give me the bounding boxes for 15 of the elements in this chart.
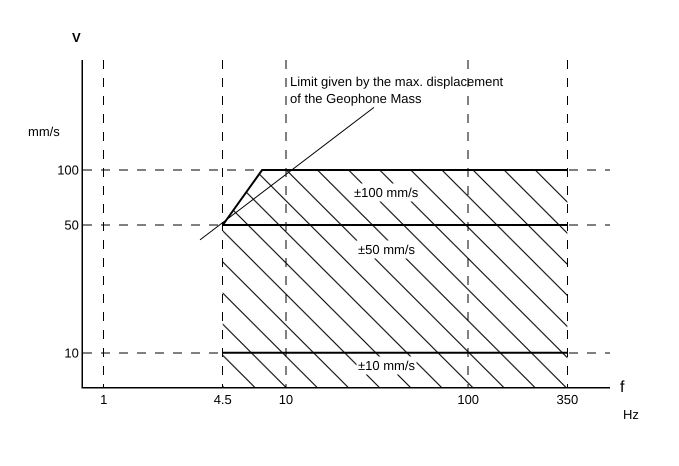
x-tick-label: 4.5 [214,392,232,408]
annotation: ±100 mm/s [354,185,419,200]
y-tick-label: 10 [64,345,79,360]
x-tick-label: 1 [100,392,108,408]
x-tick-label: 350 [556,392,578,408]
text: Hz [623,407,639,422]
x-tick-label: 10 [278,392,294,408]
annotation: ±50 mm/s [358,242,416,257]
text: mm/s [28,124,60,139]
y-tick-label: 100 [57,162,79,178]
y-tick-label: 50 [64,218,79,233]
x-axis-title: f [620,379,625,396]
x-tick-label: 100 [457,392,480,408]
annotation: ±10 mm/s [358,358,416,373]
y-axis-title: V [72,30,81,45]
